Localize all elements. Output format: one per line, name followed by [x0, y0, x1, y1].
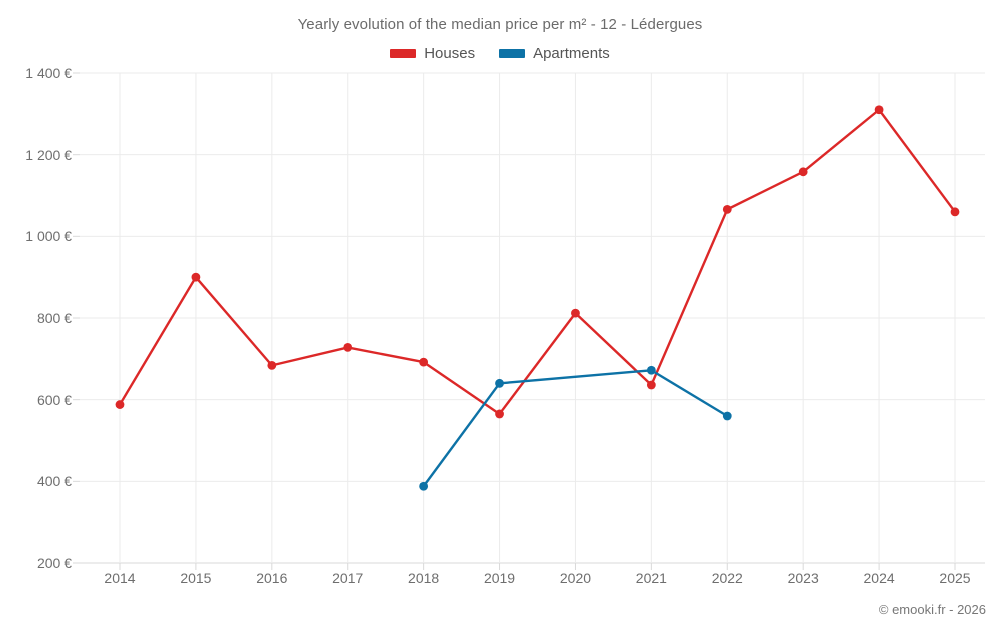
- gridlines: [73, 72, 985, 564]
- data-point-marker[interactable]: [495, 378, 504, 388]
- x-axis-ticks: [119, 563, 956, 570]
- y-axis-tick-label: 800 €: [36, 310, 72, 326]
- y-axis-tick-label: 1 400 €: [25, 65, 72, 81]
- x-axis-tick-label: 2019: [483, 570, 516, 586]
- x-axis-tick-label: 2021: [635, 570, 667, 586]
- series-line: [422, 369, 729, 488]
- y-axis-tick-label: 1 200 €: [25, 146, 72, 163]
- x-axis-tick-label: 2022: [711, 570, 743, 586]
- series-line: [118, 108, 957, 416]
- x-axis-tick-label: 2020: [559, 570, 592, 586]
- chart-legend: Houses Apartments: [0, 45, 1000, 62]
- series-layer: [115, 105, 960, 491]
- data-point-marker[interactable]: [419, 481, 429, 491]
- legend-label-houses: Houses: [424, 45, 476, 62]
- x-axis-tick-label: 2018: [408, 570, 440, 586]
- x-axis-tick-label: 2023: [787, 570, 819, 586]
- x-axis-tick-label: 2017: [332, 570, 364, 586]
- x-axis-tick-label: 2025: [939, 570, 971, 586]
- legend-label-apartments: Apartments: [533, 45, 610, 62]
- x-axis-tick-label: 2016: [256, 570, 288, 586]
- y-axis-tick-label: 1 000 €: [25, 228, 72, 245]
- x-axis-tick-label: 2015: [180, 570, 212, 586]
- y-axis-tick-label: 200 €: [36, 555, 72, 571]
- legend-item-houses[interactable]: Houses: [390, 45, 475, 62]
- chart-title: Yearly evolution of the median price per…: [297, 16, 703, 33]
- data-point-marker[interactable]: [646, 380, 656, 390]
- credit-text: © emooki.fr - 2026: [878, 602, 986, 617]
- data-point-marker[interactable]: [722, 411, 732, 421]
- data-point-marker[interactable]: [571, 308, 580, 318]
- data-point-marker[interactable]: [191, 272, 201, 282]
- data-point-marker[interactable]: [495, 409, 504, 419]
- data-point-marker[interactable]: [419, 357, 429, 367]
- data-point-marker[interactable]: [115, 400, 125, 409]
- y-axis-labels: 1 400 € 1 200 € 1 000 € 800 € 600 € 400 € 200 …: [0, 0, 72, 625]
- x-axis-tick-label: 2014: [104, 570, 136, 586]
- data-point-marker[interactable]: [874, 105, 884, 115]
- data-point-marker[interactable]: [798, 167, 808, 177]
- data-point-marker[interactable]: [267, 360, 277, 370]
- y-axis-tick-label: 400 €: [36, 473, 72, 490]
- legend-swatch-houses: [390, 49, 417, 58]
- data-point-marker[interactable]: [646, 365, 656, 375]
- x-axis-tick-label: 2024: [863, 570, 895, 586]
- data-point-marker[interactable]: [722, 204, 732, 214]
- data-point-marker[interactable]: [343, 343, 353, 352]
- y-axis-tick-label: 600 €: [36, 391, 72, 408]
- legend-swatch-apartments: [499, 49, 526, 58]
- legend-item-apartments[interactable]: Apartments: [499, 45, 610, 62]
- data-point-marker[interactable]: [950, 207, 960, 217]
